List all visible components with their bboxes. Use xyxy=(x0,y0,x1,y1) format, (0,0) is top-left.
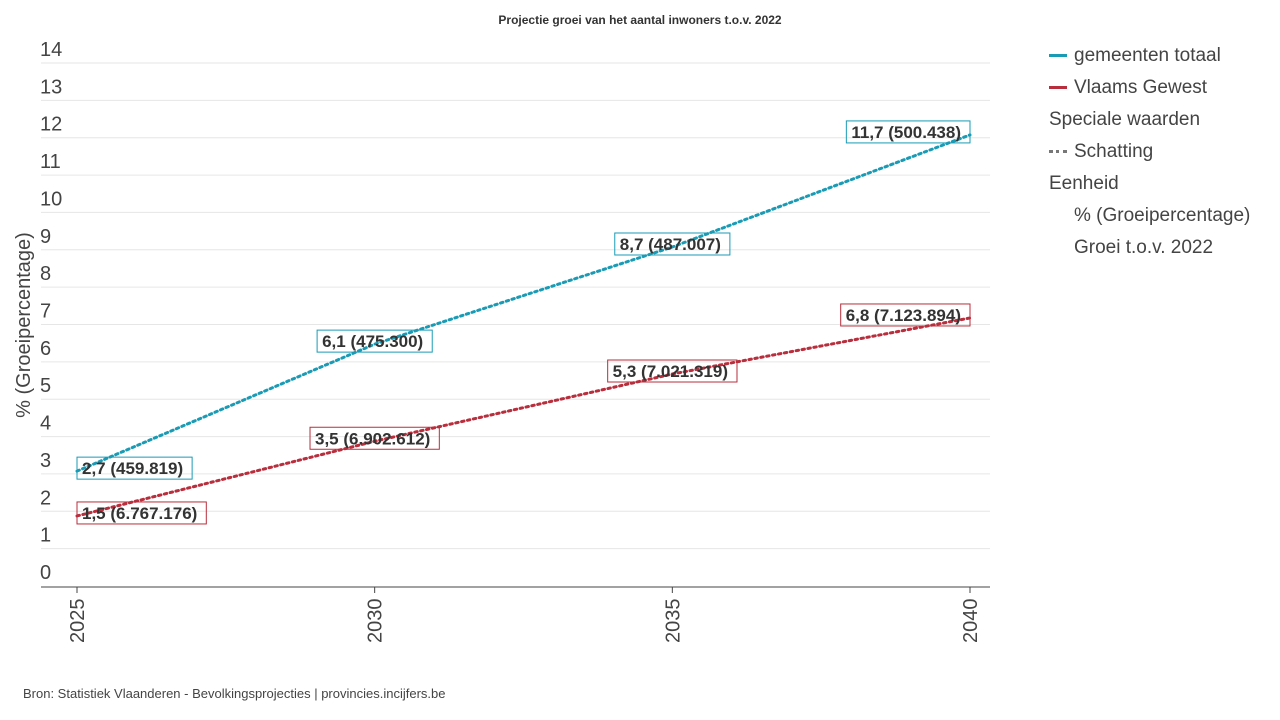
legend-unit-header: Eenheid xyxy=(1049,173,1119,194)
y-tick-label: 8 xyxy=(40,263,51,285)
y-tick-label: 13 xyxy=(40,76,62,98)
x-tick-label: 2030 xyxy=(365,599,387,644)
y-tick-label: 4 xyxy=(40,413,51,435)
y-axis-title: % (Groeipercentage) xyxy=(13,232,35,418)
y-tick-label: 12 xyxy=(40,114,62,136)
data-label: 8,7 (487.007) xyxy=(620,235,721,254)
data-label: 6,8 (7.123.894) xyxy=(846,306,961,325)
y-tick-label: 1 xyxy=(40,525,51,547)
dotted-line-icon xyxy=(1049,150,1067,154)
y-tick-label: 0 xyxy=(40,562,51,584)
data-label-box xyxy=(845,120,971,144)
x-tick-label: 2040 xyxy=(960,599,982,644)
data-label-box xyxy=(309,426,440,450)
data-label: 3,5 (6.902.612) xyxy=(315,429,430,448)
y-tick-label: 14 xyxy=(40,39,62,61)
chart-title: Projectie groei van het aantal inwoners … xyxy=(498,13,782,27)
legend-label: Schatting xyxy=(1074,141,1154,162)
series-layer xyxy=(75,133,972,518)
data-label: 11,7 (500.438) xyxy=(851,123,961,142)
legend-unit-growth[interactable]: Groei t.o.v. 2022 xyxy=(1074,237,1214,258)
legend-label: gemeenten totaal xyxy=(1074,45,1221,66)
y-tick-label: 6 xyxy=(40,338,51,360)
legend-swatch-red xyxy=(1049,86,1067,90)
legend-item-vlaams-gewest[interactable]: Vlaams Gewest xyxy=(1049,72,1274,104)
data-label-box xyxy=(614,232,731,256)
data-label-layer: 2,7 (459.819) 6,1 (475.300) 8,7 (487.007) 1… xyxy=(76,120,971,525)
data-label-box xyxy=(76,501,207,525)
y-tick-label: 7 xyxy=(40,301,51,323)
y-tick-label: 9 xyxy=(40,226,51,248)
legend: gemeenten totaal Vlaams Gewest Speciale … xyxy=(1049,40,1274,264)
legend-swatch-teal xyxy=(1049,54,1067,58)
data-label-box xyxy=(316,329,433,353)
legend-special-header: Speciale waarden xyxy=(1049,109,1201,130)
x-tick-label: 2035 xyxy=(662,599,684,644)
legend-unit-percentage[interactable]: % (Groeipercentage) xyxy=(1074,205,1251,226)
data-label: 1,5 (6.767.176) xyxy=(82,504,197,523)
legend-label: Vlaams Gewest xyxy=(1074,77,1208,98)
source-note: Bron: Statistiek Vlaanderen - Bevolkings… xyxy=(23,686,446,701)
legend-item-schatting[interactable]: Schatting xyxy=(1049,136,1274,168)
data-label: 2,7 (459.819) xyxy=(82,459,183,478)
data-label-box xyxy=(607,359,738,383)
data-label: 6,1 (475.300) xyxy=(322,332,423,351)
y-tick-label: 2 xyxy=(40,487,51,509)
y-tick-label: 3 xyxy=(40,450,51,472)
data-label-box xyxy=(840,303,971,327)
y-tick-label: 5 xyxy=(40,375,51,397)
x-tick-label: 2025 xyxy=(67,599,89,644)
series-line-2 xyxy=(75,316,972,518)
data-label-box xyxy=(76,456,193,480)
y-tick-label: 11 xyxy=(40,151,61,173)
data-label: 5,3 (7.021.319) xyxy=(613,362,728,381)
series-line-1 xyxy=(75,133,972,473)
grid-layer xyxy=(41,62,990,550)
legend-item-gemeenten-totaal[interactable]: gemeenten totaal xyxy=(1049,40,1274,72)
y-tick-label: 10 xyxy=(40,188,62,210)
